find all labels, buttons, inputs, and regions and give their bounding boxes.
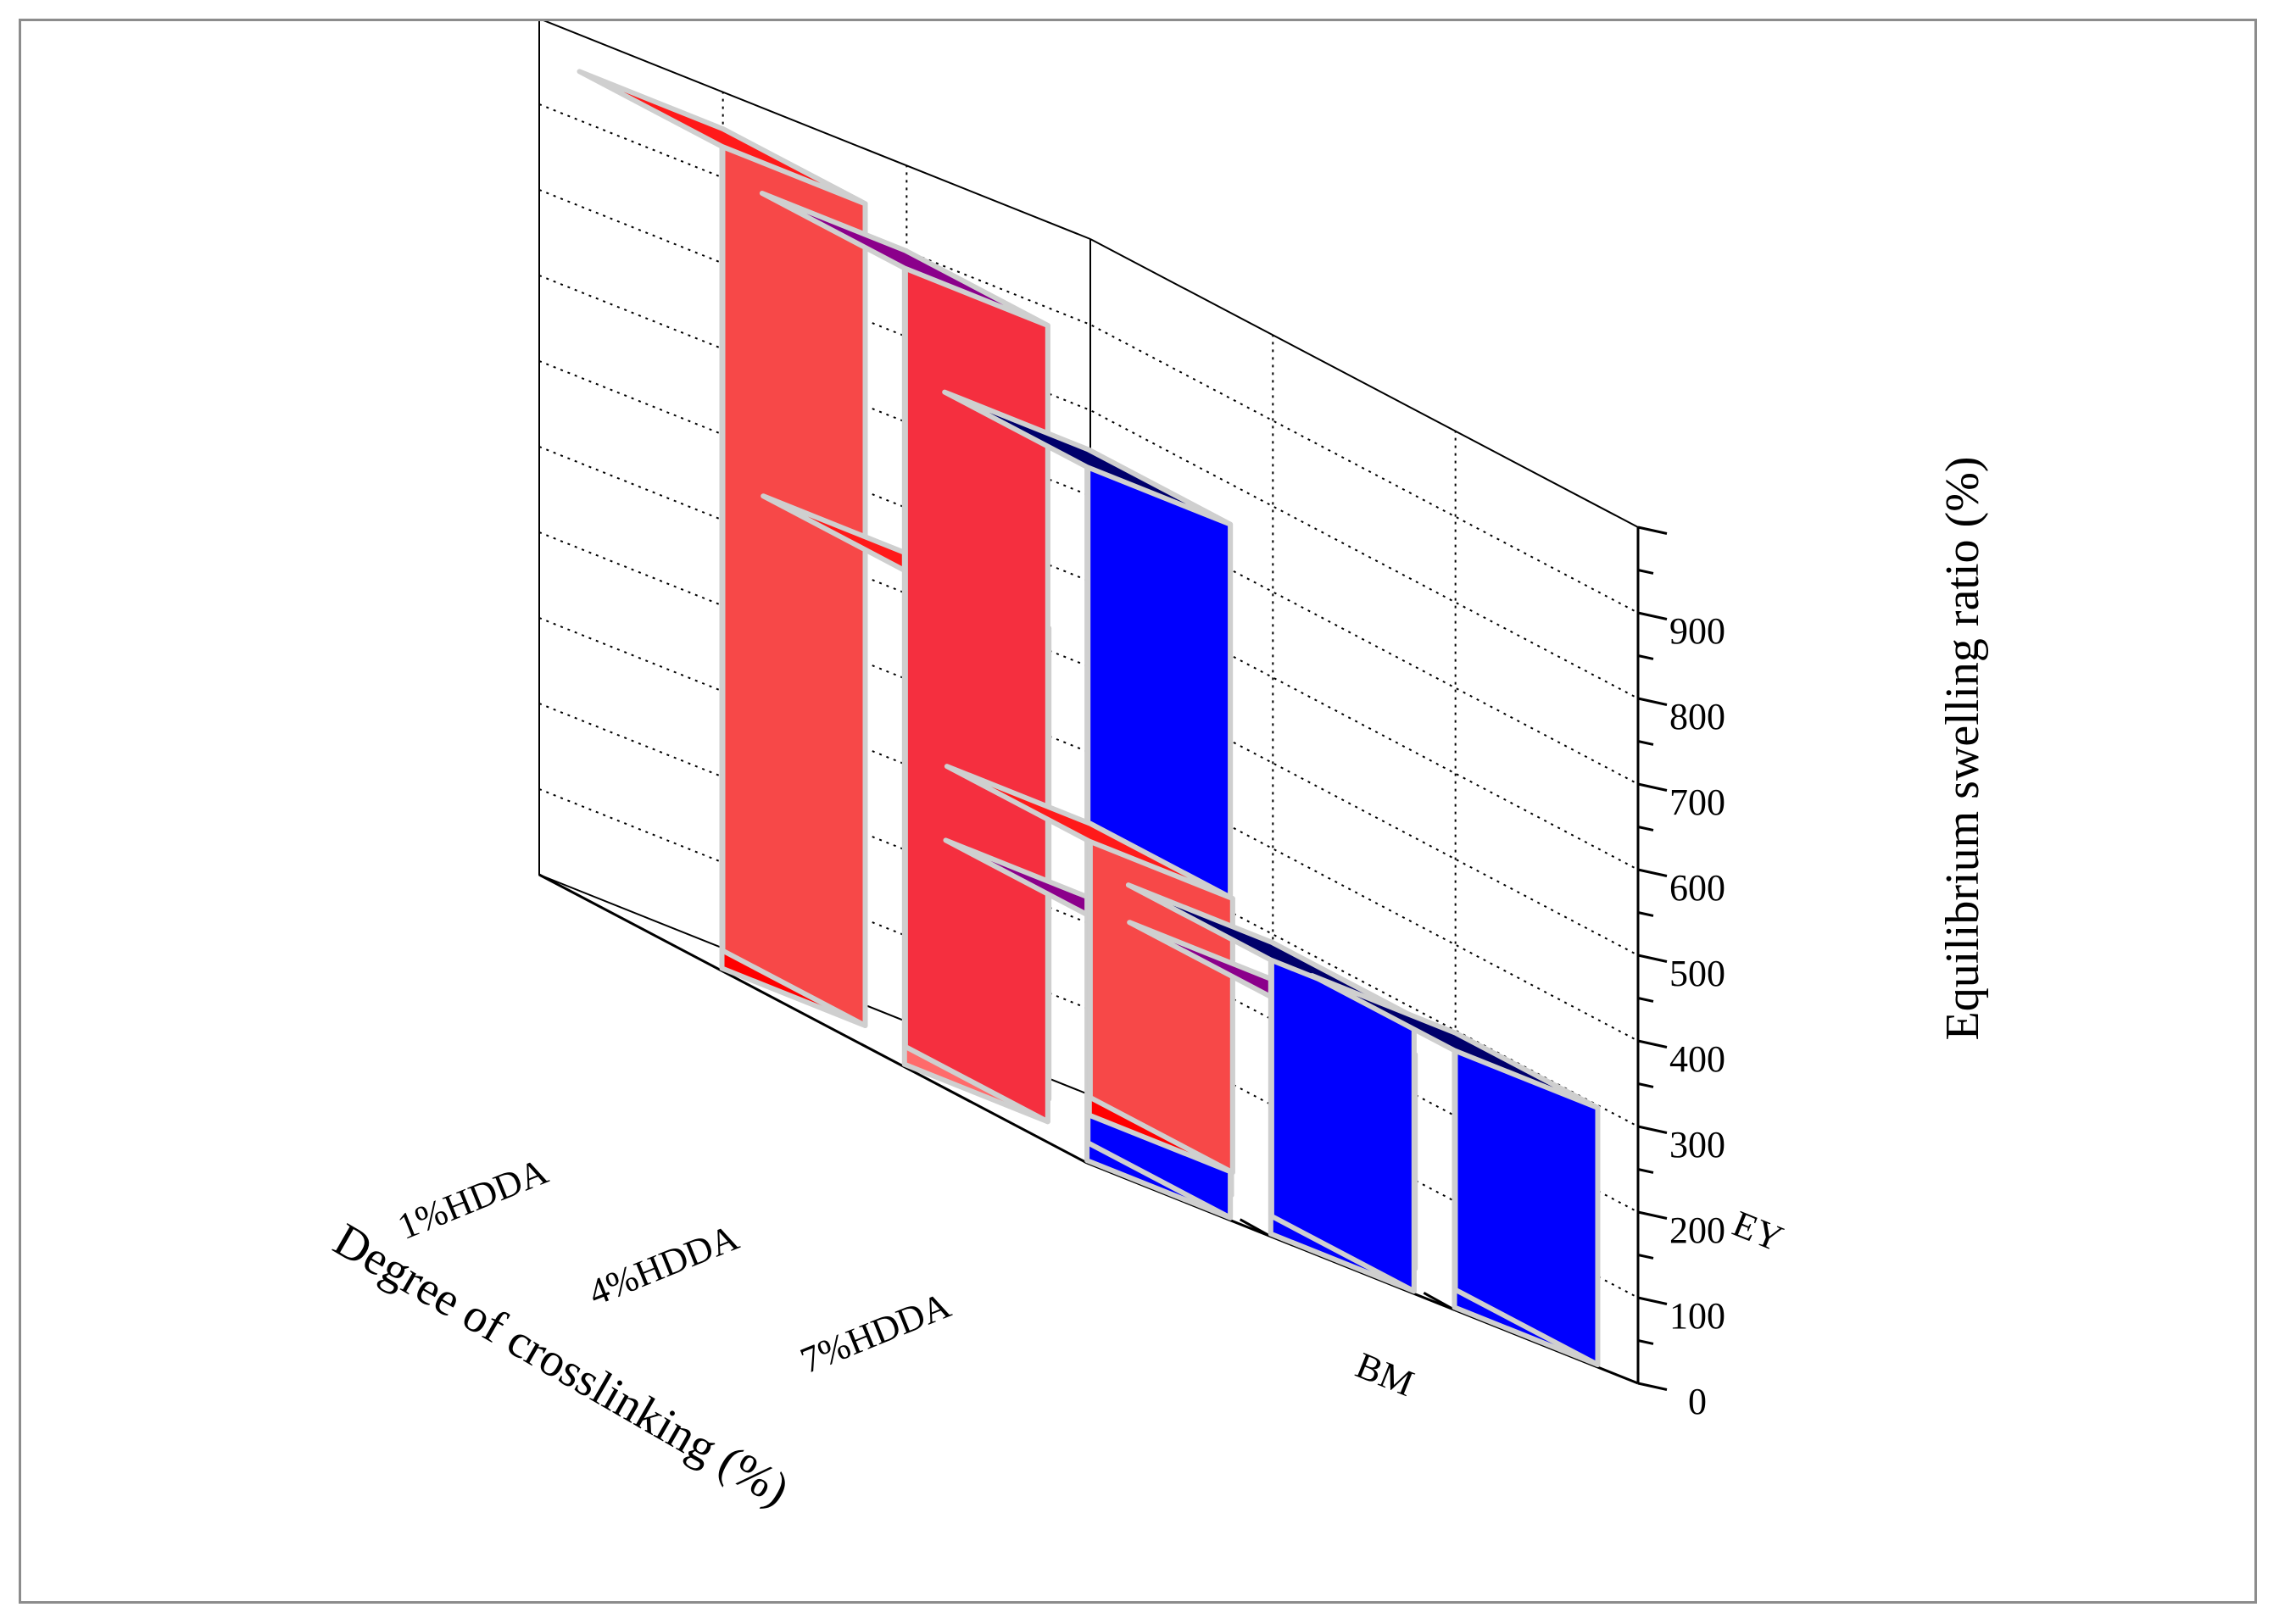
z-axis-tick — [1637, 569, 1654, 575]
z-axis-tick — [1637, 740, 1654, 746]
z-axis-tick — [1637, 826, 1654, 831]
z-axis-tick — [1637, 911, 1654, 917]
z-axis-tick — [1637, 1125, 1668, 1134]
z-axis-tick — [1637, 611, 1668, 620]
y-axis-line — [538, 873, 1088, 1165]
z-tick-label: 400 — [1669, 1038, 1725, 1080]
x-tick-label: 7%HDDA — [794, 1284, 956, 1382]
bars-layer — [577, 69, 1601, 1367]
z-axis-tick — [1637, 1039, 1668, 1048]
z-tick-label: 200 — [1669, 1210, 1725, 1251]
z-tick-label: 0 — [1688, 1381, 1707, 1422]
bar-EY-1%HDDA — [577, 69, 868, 1028]
chart-frame: 0 100 200 300 400 500 600 700 800 900 1%HDDA 4%HDDA… — [19, 17, 2257, 1604]
z-axis-tick — [1637, 1296, 1668, 1305]
y-tick-label: EY — [1727, 1203, 1789, 1260]
y-tick-label: BM — [1351, 1344, 1420, 1404]
bar-BM-7%HDDA — [1309, 973, 1601, 1367]
bar-face-top — [1309, 973, 1601, 1110]
z-tick-label: 100 — [1669, 1295, 1725, 1337]
bar-face-side — [902, 247, 1050, 1125]
z-axis-tick — [1637, 1210, 1668, 1220]
bar-face-top — [944, 764, 1235, 902]
z-axis-tick — [1637, 997, 1654, 1003]
z-axis-tick — [1637, 782, 1668, 792]
y-axis-title: Equilibrium swelling ratio (%) — [1936, 457, 1989, 1041]
bar-face-top — [759, 191, 1050, 328]
x-tick-label: 4%HDDA — [582, 1216, 744, 1314]
z-tick-label: 800 — [1669, 696, 1725, 737]
bar-face-top — [577, 69, 868, 207]
z-tick-label: 600 — [1669, 867, 1725, 909]
z-axis-tick — [1637, 954, 1668, 963]
x-axis-tick — [1423, 1292, 1456, 1311]
z-axis-tick — [1637, 1339, 1654, 1345]
z-axis-tick — [1637, 1382, 1668, 1391]
chart-svg: 0 100 200 300 400 500 600 700 800 900 1%HDDA 4%HDDA… — [325, 17, 1989, 1516]
z-axis-tick — [1637, 526, 1668, 535]
x-axis-tick — [1239, 1218, 1272, 1237]
z-axis-tick — [1637, 697, 1668, 706]
z-axis-tick — [1637, 654, 1654, 660]
z-axis-tick — [1637, 1082, 1654, 1088]
bar-face-top — [942, 389, 1234, 527]
bar-RB-1%HDDA — [759, 191, 1050, 1125]
bar-face-side — [720, 126, 868, 1028]
z-axis-tick — [1637, 868, 1668, 877]
z-tick-label: 700 — [1669, 781, 1725, 823]
x-tick-label: 1%HDDA — [392, 1150, 554, 1248]
z-tick-label: 300 — [1669, 1124, 1725, 1165]
z-axis-tick — [1637, 1254, 1654, 1260]
z-tick-label: 900 — [1669, 610, 1725, 652]
z-axis-tick — [1637, 1168, 1654, 1174]
z-tick-label: 500 — [1669, 953, 1725, 994]
